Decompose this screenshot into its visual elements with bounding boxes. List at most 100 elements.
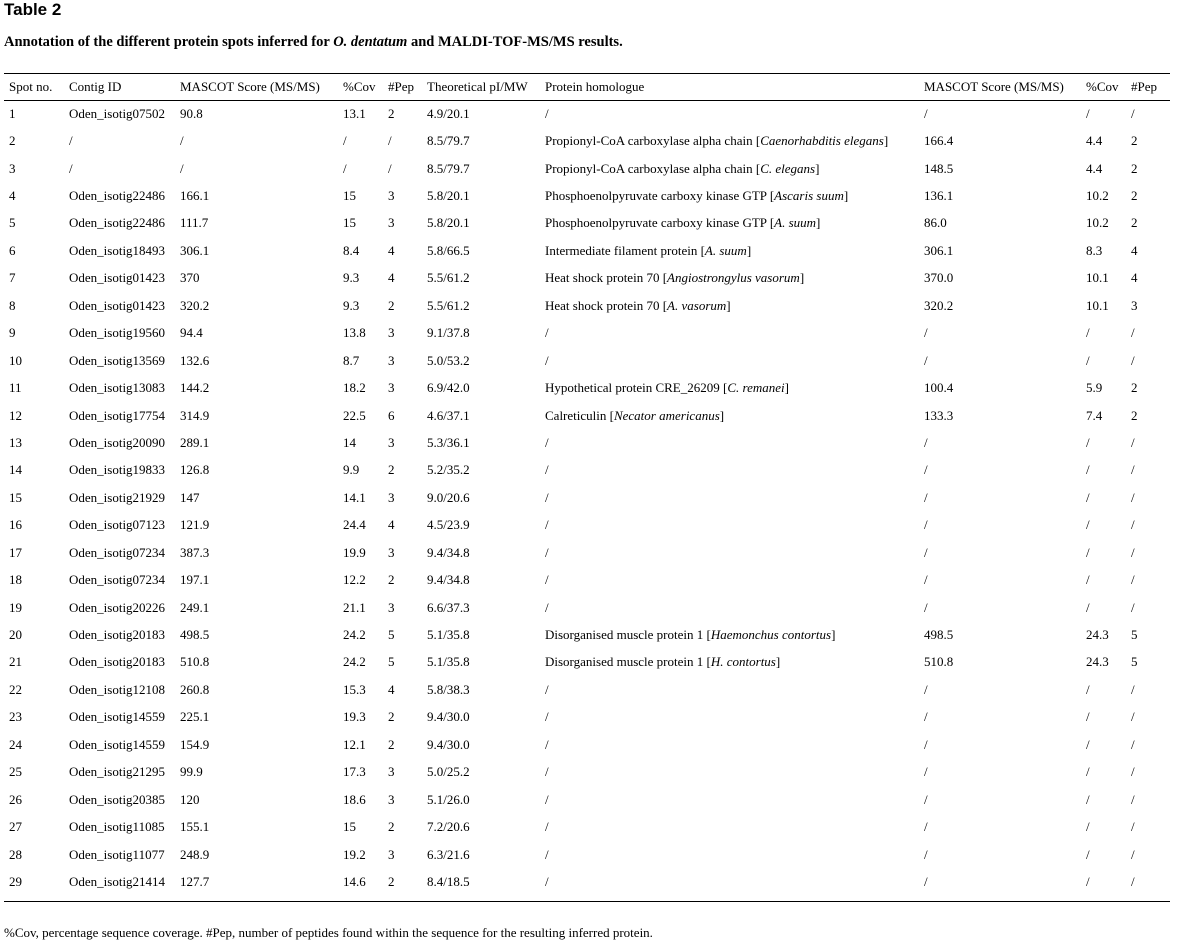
cell-pep-2: /	[1131, 325, 1135, 341]
table-row: 7 Oden_isotig01423 370 9.3 4 5.5/61.2 Heat sho…	[4, 265, 1175, 292]
table-row: 4 Oden_isotig22486 166.1 15 3 5.8/20.1 Phospho…	[4, 182, 1175, 209]
cell-mascot: 225.1	[180, 709, 210, 725]
cell-homologue: /	[545, 457, 924, 484]
col-header-spot: Spot no.	[9, 79, 53, 94]
cell-spot: 3	[9, 160, 16, 176]
cell-mascot-2: 166.4	[924, 133, 954, 149]
cell-pimw: 5.5/61.2	[427, 297, 470, 313]
cell-mascot: 249.1	[180, 599, 210, 615]
cell-spot: 13	[9, 434, 22, 450]
cell-mascot-2: /	[924, 764, 928, 780]
cell-homologue: /	[545, 429, 924, 456]
cell-homologue: /	[545, 347, 924, 374]
cell-spot: 23	[9, 709, 22, 725]
cell-mascot: 121.9	[180, 517, 210, 533]
homologue-name: Phosphoenolpyruvate carboxy kinase GTP	[545, 188, 767, 204]
cell-pep: /	[388, 133, 392, 149]
cell-pep: 3	[388, 846, 395, 862]
cell-pep-2: /	[1131, 764, 1135, 780]
homologue-name: /	[545, 736, 549, 752]
cell-mascot-2: /	[924, 873, 928, 889]
cell-pimw: 5.3/36.1	[427, 434, 470, 450]
cell-homologue: Hypothetical protein CRE_26209 [C. reman…	[545, 380, 789, 396]
cell-cov-2: 10.1	[1086, 297, 1109, 313]
table-row: 11 Oden_isotig13083 144.2 18.2 3 6.9/42.0 Hypo…	[4, 374, 1175, 401]
cell-mascot: 197.1	[180, 572, 210, 588]
cell-contig: Oden_isotig20183	[69, 654, 166, 670]
cell-contig: Oden_isotig21295	[69, 764, 166, 780]
cell-pimw: 8.4/18.5	[427, 873, 470, 889]
cell-cov: 13.1	[343, 105, 366, 121]
cell-contig: Oden_isotig19833	[69, 462, 166, 478]
cell-contig: Oden_isotig20183	[69, 627, 166, 643]
cell-pimw: 9.4/34.8	[427, 544, 470, 560]
cell-pimw: 5.0/53.2	[427, 352, 470, 368]
table-row: 23 Oden_isotig14559 225.1 19.3 2 9.4/30.0 / / / /	[4, 704, 1175, 731]
cell-cov-2: 10.2	[1086, 215, 1109, 231]
table-body: 1 Oden_isotig07502 90.8 13.1 2 4.9/20.1 / / / / 2 /…	[4, 100, 1175, 896]
cell-mascot-2: /	[924, 434, 928, 450]
cell-homologue: Intermediate filament protein [A. suum]	[545, 242, 752, 258]
cell-pep-2: /	[1131, 599, 1135, 615]
cell-homologue: /	[545, 841, 924, 868]
table-row: 17 Oden_isotig07234 387.3 19.9 3 9.4/34.8 / / / /	[4, 539, 1175, 566]
cell-pep: 2	[388, 709, 395, 725]
cell-mascot: 126.8	[180, 462, 210, 478]
cell-homologue: Disorganised muscle protein 1 [Haemonchu…	[545, 627, 836, 643]
cell-contig: Oden_isotig20385	[69, 791, 166, 807]
cell-spot: 11	[9, 380, 22, 396]
cell-mascot-2: 86.0	[924, 215, 947, 231]
cell-pimw: 5.1/35.8	[427, 654, 470, 670]
homologue-name: /	[545, 791, 549, 807]
cell-mascot: 132.6	[180, 352, 210, 368]
cell-homologue: Phosphoenolpyruvate carboxy kinase GTP […	[545, 188, 849, 204]
cell-cov-2: 10.2	[1086, 188, 1109, 204]
cell-pimw: 4.6/37.1	[427, 407, 470, 423]
cell-mascot: /	[180, 160, 184, 176]
cell-pep: 3	[388, 764, 395, 780]
cell-cov-2: /	[1086, 462, 1090, 478]
homologue-name: Heat shock protein 70	[545, 297, 660, 313]
col-header-pimw: Theoretical pI/MW	[427, 79, 528, 94]
table-row: 12 Oden_isotig17754 314.9 22.5 6 4.6/37.1 Calr…	[4, 402, 1175, 429]
table-footnote: %Cov, percentage sequence coverage. #Pep…	[4, 925, 653, 940]
cell-pep-2: 2	[1131, 188, 1138, 204]
cell-spot: 18	[9, 572, 22, 588]
bottom-rule	[4, 901, 1170, 902]
cell-mascot-2: /	[924, 544, 928, 560]
cell-mascot: /	[180, 133, 184, 149]
cell-spot: 24	[9, 736, 22, 752]
homologue-name: /	[545, 517, 549, 533]
cell-mascot: 127.7	[180, 873, 210, 889]
cell-pep-2: /	[1131, 434, 1135, 450]
cell-spot: 25	[9, 764, 22, 780]
cell-contig: Oden_isotig07234	[69, 544, 166, 560]
col-header-cov: %Cov	[343, 79, 376, 94]
cell-mascot-2: 320.2	[924, 297, 954, 313]
cell-cov: 15	[343, 215, 356, 231]
cell-spot: 27	[9, 819, 22, 835]
homologue-name: /	[545, 489, 549, 505]
homologue-name: /	[545, 819, 549, 835]
cell-cov: 12.1	[343, 736, 366, 752]
homologue-name: Disorganised muscle protein 1	[545, 627, 704, 643]
cell-pep: 2	[388, 572, 395, 588]
cell-mascot-2: /	[924, 517, 928, 533]
cell-pimw: 6.3/21.6	[427, 846, 470, 862]
cell-cov-2: /	[1086, 791, 1090, 807]
cell-pep-2: 2	[1131, 215, 1138, 231]
cell-cov: 12.2	[343, 572, 366, 588]
cell-mascot-2: 370.0	[924, 270, 954, 286]
cell-mascot: 260.8	[180, 681, 210, 697]
cell-cov: 19.2	[343, 846, 366, 862]
cell-cov: 24.2	[343, 627, 366, 643]
homologue-name: Hypothetical protein CRE_26209	[545, 380, 720, 396]
cell-contig: Oden_isotig11077	[69, 846, 165, 862]
homologue-name: Propionyl-CoA carboxylase alpha chain	[545, 133, 753, 149]
cell-pep: 3	[388, 325, 395, 341]
cell-homologue: /	[545, 100, 924, 127]
cell-mascot: 498.5	[180, 627, 210, 643]
cell-spot: 20	[9, 627, 22, 643]
col-header-pep-2: #Pep	[1131, 79, 1157, 94]
cell-mascot-2: 100.4	[924, 380, 954, 396]
